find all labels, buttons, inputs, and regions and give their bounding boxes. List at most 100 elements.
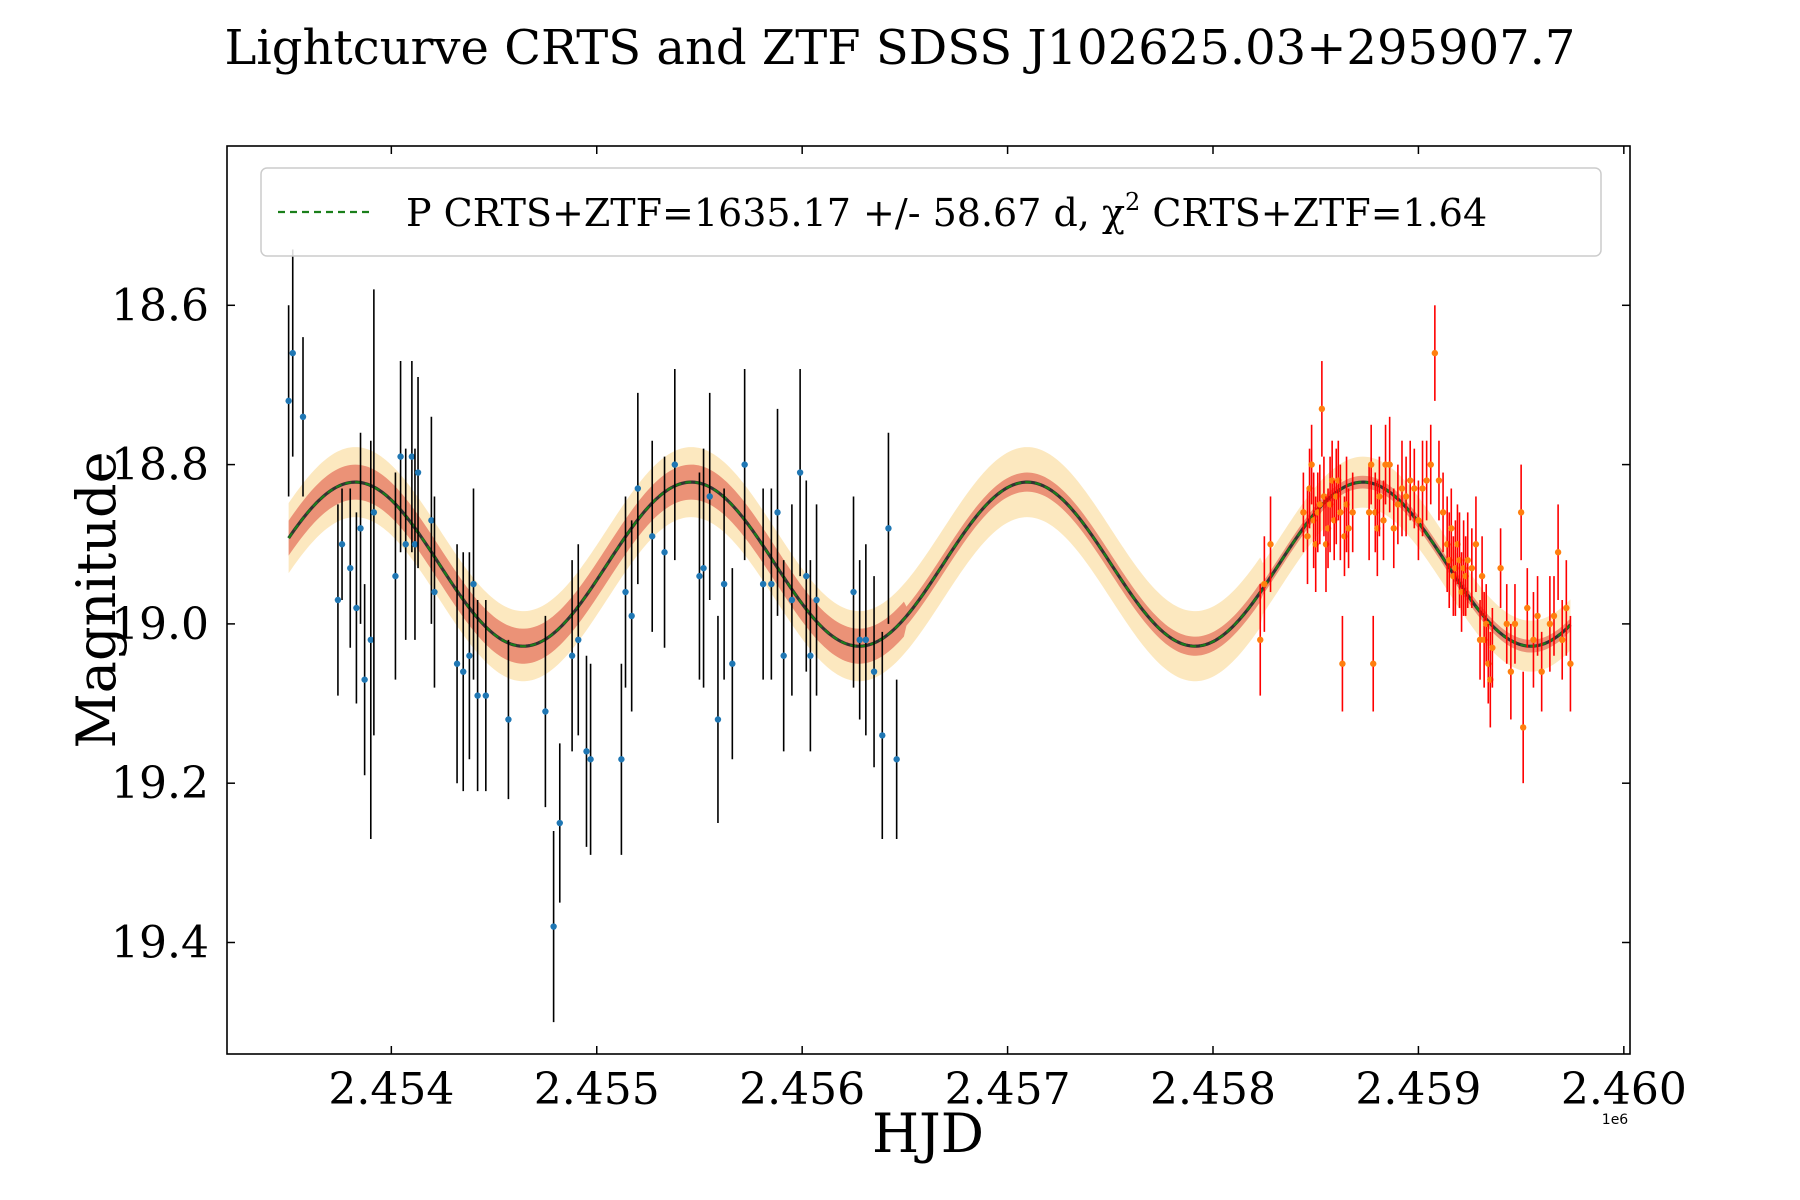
x-tick-label: 2.456	[739, 1064, 865, 1115]
data-point	[408, 453, 416, 460]
data-point	[357, 525, 364, 532]
data-point	[370, 509, 378, 516]
data-point	[1435, 477, 1443, 484]
data-point	[622, 588, 629, 596]
data-point	[1390, 525, 1397, 532]
data-point	[397, 453, 404, 460]
data-point	[1439, 509, 1447, 516]
data-point	[1448, 525, 1455, 532]
x-tick-label: 2.459	[1355, 1064, 1481, 1115]
data-point	[460, 668, 467, 675]
data-point	[1394, 501, 1402, 508]
data-point	[402, 541, 409, 548]
y-tick-label: 19.4	[111, 917, 209, 968]
data-point	[780, 652, 787, 659]
legend-label-sup: 2	[1125, 188, 1140, 216]
data-point	[1507, 668, 1515, 675]
data-point	[649, 533, 656, 540]
data-point	[482, 692, 490, 699]
data-point	[1419, 485, 1426, 492]
x-axis-offset-label: 1e6	[1602, 1112, 1629, 1128]
data-point	[587, 756, 594, 763]
data-point	[1563, 604, 1570, 612]
data-point	[542, 708, 549, 715]
data-point	[1304, 533, 1311, 540]
legend: P CRTS+ZTF=1635.17 +/- 58.67 d, χ2 CRTS+…	[260, 167, 1602, 257]
data-point	[696, 572, 703, 580]
data-point	[1380, 517, 1387, 524]
data-point	[671, 461, 679, 468]
data-point	[796, 469, 804, 476]
data-point	[428, 517, 435, 524]
data-point	[1257, 636, 1264, 644]
data-point	[1308, 461, 1315, 468]
y-axis-label: Magnitude	[65, 451, 128, 748]
data-point	[1376, 493, 1383, 500]
data-point	[1517, 509, 1525, 516]
data-point	[1339, 660, 1346, 667]
x-tick-label: 2.458	[1150, 1064, 1276, 1115]
data-point	[568, 652, 576, 659]
data-point	[1345, 525, 1352, 532]
x-tick-label: 2.460	[1561, 1064, 1687, 1115]
data-point	[856, 636, 863, 644]
data-point	[1519, 724, 1527, 731]
x-axis-ticks: 2.454 2.455 2.456 2.457 2.458 2.459 2.460	[328, 146, 1687, 1115]
legend-box	[260, 167, 1602, 257]
data-point	[575, 636, 582, 644]
data-point	[1411, 485, 1418, 492]
x-axis-label: HJD	[872, 1102, 984, 1165]
data-point	[1407, 477, 1414, 484]
data-point	[729, 660, 736, 667]
data-point	[353, 604, 360, 612]
data-point	[1538, 668, 1545, 675]
data-point	[807, 652, 814, 659]
data-point	[1402, 493, 1410, 500]
data-point	[1489, 644, 1496, 651]
plot-frame	[226, 145, 1631, 1055]
data-point	[285, 397, 292, 405]
data-point	[414, 469, 422, 476]
data-point	[741, 461, 748, 468]
y-tick-label: 19.0	[111, 599, 209, 650]
inner-uncertainty-band	[288, 464, 1571, 664]
data-point	[1370, 660, 1377, 667]
y-axis-ticks: 18.6 18.8 19.0 19.2 19.4	[111, 280, 1630, 968]
y-tick-label: 19.2	[111, 758, 209, 809]
x-tick-label: 2.454	[328, 1064, 454, 1115]
data-point	[850, 588, 857, 596]
data-point	[1367, 461, 1375, 468]
data-point	[1318, 405, 1326, 413]
x-tick-label: 2.455	[534, 1064, 660, 1115]
data-point	[1261, 580, 1268, 588]
data-point	[1415, 517, 1422, 524]
data-point	[634, 485, 642, 492]
data-point	[1503, 620, 1510, 628]
data-point	[411, 541, 419, 548]
y-tick-label: 18.6	[111, 280, 209, 331]
data-point	[431, 588, 438, 596]
data-point	[1511, 620, 1519, 628]
data-point	[706, 493, 713, 500]
legend-label: P CRTS+ZTF=1635.17 +/- 58.67 d, χ2 CRTS+…	[406, 188, 1487, 235]
data-point	[1468, 564, 1476, 572]
data-point	[1423, 477, 1430, 484]
data-point	[289, 349, 296, 357]
series-ztf	[1257, 305, 1574, 784]
data-point	[1427, 461, 1434, 468]
series-crts	[285, 249, 900, 1023]
outer-uncertainty-band	[288, 447, 1571, 682]
data-point	[1300, 509, 1307, 516]
data-point	[870, 668, 878, 675]
data-point	[1267, 541, 1274, 548]
data-point	[550, 923, 557, 930]
data-point	[700, 564, 707, 572]
data-point	[474, 692, 481, 699]
model-uncertainty-bands	[288, 447, 1571, 682]
data-point	[618, 756, 625, 763]
data-point	[893, 756, 900, 763]
data-point	[768, 580, 775, 588]
data-point	[1316, 501, 1324, 508]
data-point	[788, 596, 796, 604]
